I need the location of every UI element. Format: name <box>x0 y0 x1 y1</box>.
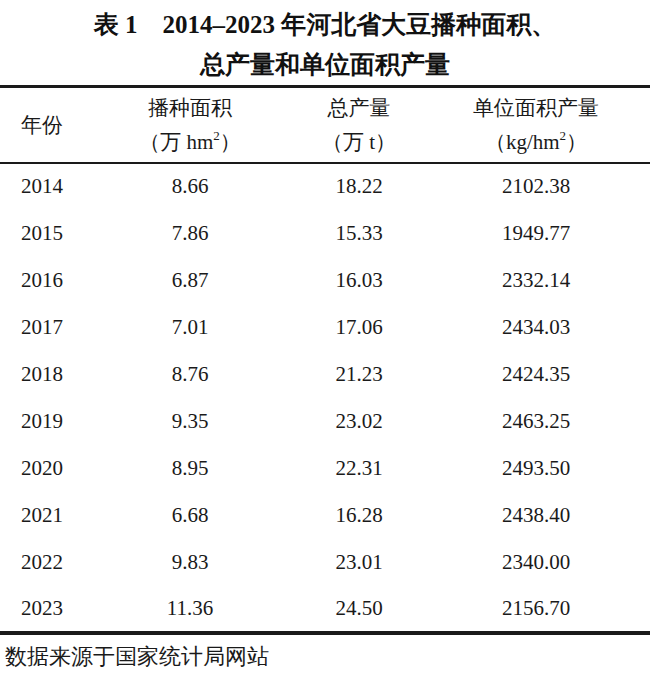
cell-yield-per-area: 2102.38 <box>422 163 650 210</box>
header-total-output: 总产量 （万 t） <box>296 87 422 163</box>
cell-year: 2020 <box>0 445 84 492</box>
cell-total-output: 23.01 <box>296 539 422 586</box>
unit-superscript: 2 <box>560 128 567 143</box>
source-note: 数据来源于国家统计局网站 <box>0 642 650 672</box>
cell-yield-per-area: 2340.00 <box>422 539 650 586</box>
table-row: 2018 8.76 21.23 2424.35 <box>0 351 650 398</box>
table-row: 2014 8.66 18.22 2102.38 <box>0 163 650 210</box>
cell-yield-per-area: 2438.40 <box>422 492 650 539</box>
header-year: 年份 <box>0 87 84 163</box>
unit-prefix: （kg/hm <box>485 130 560 154</box>
cell-yield-per-area: 2434.03 <box>422 304 650 351</box>
table-row: 2015 7.86 15.33 1949.77 <box>0 210 650 257</box>
cell-total-output: 15.33 <box>296 210 422 257</box>
header-sown-area-unit: （万 hm2） <box>84 125 296 159</box>
cell-total-output: 21.23 <box>296 351 422 398</box>
cell-yield-per-area: 2156.70 <box>422 586 650 633</box>
cell-year: 2014 <box>0 163 84 210</box>
unit-superscript: 2 <box>213 128 220 143</box>
cell-yield-per-area: 2493.50 <box>422 445 650 492</box>
cell-total-output: 16.03 <box>296 257 422 304</box>
cell-yield-per-area: 1949.77 <box>422 210 650 257</box>
data-table: 年份 播种面积 （万 hm2） 总产量 （万 t） 单位面积产量 （kg/hm2… <box>0 85 650 635</box>
table-row: 2022 9.83 23.01 2340.00 <box>0 539 650 586</box>
table-body: 2014 8.66 18.22 2102.38 2015 7.86 15.33 … <box>0 163 650 633</box>
cell-year: 2019 <box>0 398 84 445</box>
cell-sown-area: 7.01 <box>84 304 296 351</box>
table-row: 2021 6.68 16.28 2438.40 <box>0 492 650 539</box>
unit-suffix: ） <box>566 130 587 154</box>
cell-yield-per-area: 2332.14 <box>422 257 650 304</box>
cell-year: 2015 <box>0 210 84 257</box>
header-sown-area-label: 播种面积 <box>84 91 296 125</box>
cell-sown-area: 7.86 <box>84 210 296 257</box>
cell-yield-per-area: 2463.25 <box>422 398 650 445</box>
cell-total-output: 24.50 <box>296 586 422 633</box>
cell-sown-area: 6.87 <box>84 257 296 304</box>
cell-sown-area: 8.95 <box>84 445 296 492</box>
header-sown-area: 播种面积 （万 hm2） <box>84 87 296 163</box>
page: 表 1 2014–2023 年河北省大豆播种面积、 总产量和单位面积产量 年份 … <box>0 0 650 680</box>
table-row: 2017 7.01 17.06 2434.03 <box>0 304 650 351</box>
cell-year: 2022 <box>0 539 84 586</box>
table-caption-line1: 表 1 2014–2023 年河北省大豆播种面积、 <box>0 5 650 45</box>
cell-sown-area: 8.76 <box>84 351 296 398</box>
cell-sown-area: 9.35 <box>84 398 296 445</box>
cell-sown-area: 9.83 <box>84 539 296 586</box>
cell-total-output: 18.22 <box>296 163 422 210</box>
header-total-output-label: 总产量 <box>296 91 422 125</box>
header-total-output-unit: （万 t） <box>296 125 422 159</box>
cell-total-output: 22.31 <box>296 445 422 492</box>
cell-year: 2016 <box>0 257 84 304</box>
cell-yield-per-area: 2424.35 <box>422 351 650 398</box>
cell-total-output: 23.02 <box>296 398 422 445</box>
cell-sown-area: 6.68 <box>84 492 296 539</box>
table-row: 2016 6.87 16.03 2332.14 <box>0 257 650 304</box>
unit-prefix: （万 hm <box>139 130 213 154</box>
cell-year: 2018 <box>0 351 84 398</box>
table-row: 2019 9.35 23.02 2463.25 <box>0 398 650 445</box>
cell-year: 2023 <box>0 586 84 633</box>
cell-sown-area: 11.36 <box>84 586 296 633</box>
table-caption-line2: 总产量和单位面积产量 <box>0 45 650 85</box>
cell-year: 2021 <box>0 492 84 539</box>
cell-sown-area: 8.66 <box>84 163 296 210</box>
unit-prefix: （万 t） <box>322 130 396 154</box>
header-yield-label: 单位面积产量 <box>422 91 650 125</box>
cell-year: 2017 <box>0 304 84 351</box>
table-caption: 表 1 2014–2023 年河北省大豆播种面积、 总产量和单位面积产量 <box>0 0 650 85</box>
table-header: 年份 播种面积 （万 hm2） 总产量 （万 t） 单位面积产量 （kg/hm2… <box>0 87 650 163</box>
table-row: 2023 11.36 24.50 2156.70 <box>0 586 650 633</box>
cell-total-output: 16.28 <box>296 492 422 539</box>
header-year-label: 年份 <box>0 108 84 142</box>
unit-suffix: ） <box>220 130 241 154</box>
cell-total-output: 17.06 <box>296 304 422 351</box>
header-yield-unit: （kg/hm2） <box>422 125 650 159</box>
header-yield: 单位面积产量 （kg/hm2） <box>422 87 650 163</box>
header-row: 年份 播种面积 （万 hm2） 总产量 （万 t） 单位面积产量 （kg/hm2… <box>0 87 650 163</box>
table-row: 2020 8.95 22.31 2493.50 <box>0 445 650 492</box>
